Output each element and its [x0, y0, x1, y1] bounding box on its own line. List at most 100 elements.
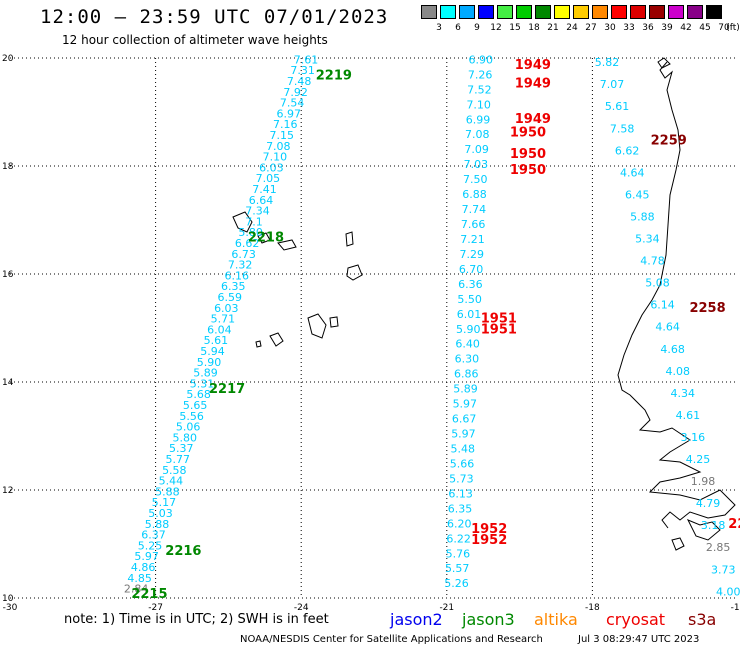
wave-height-label: 5.06	[176, 421, 201, 434]
wave-height-label: 5.65	[183, 399, 208, 412]
legend-label-39: 39	[661, 23, 673, 33]
wave-height-label: 4.08	[665, 365, 690, 378]
generated-timestamp: Jul 3 08:29:47 UTC 2023	[578, 634, 700, 645]
wave-height-label: 7.61	[294, 53, 319, 66]
wave-height-label: 7.21	[460, 233, 485, 246]
pass-time-label: 2259	[651, 133, 687, 148]
wave-height-label: 5.76	[446, 547, 471, 560]
wave-height-label: 7.34	[245, 205, 270, 218]
wave-height-label: 4.25	[686, 453, 711, 466]
mission-label-altika: altika	[534, 610, 578, 629]
legend-label-27: 27	[585, 23, 597, 33]
y-tick-label: 12	[2, 486, 13, 496]
wave-height-label: 5.58	[162, 464, 187, 477]
wave-height-label: 5.44	[159, 475, 184, 488]
page-subtitle: 12 hour collection of altimeter wave hei…	[62, 33, 328, 47]
wave-height-label: 7.05	[256, 172, 281, 185]
wave-height-label: 7.92	[283, 86, 308, 99]
pass-time-label: 2215	[131, 587, 167, 602]
wave-height-label: 7.32	[228, 259, 253, 272]
wave-height-label: 5.97	[453, 398, 478, 411]
legend-swatch-12	[478, 5, 494, 19]
wave-height-label: 6.40	[455, 338, 480, 351]
x-tick-label: -18	[585, 603, 600, 613]
pass-time-label: 22	[728, 517, 740, 532]
x-tick-label: -24	[294, 603, 309, 613]
wave-height-label: 6.64	[249, 194, 274, 207]
wave-height-label: 6.04	[207, 323, 232, 336]
cape-verde-boa-vista	[346, 264, 363, 281]
x-tick-label: -21	[439, 603, 454, 613]
wave-height-label: 5.08	[645, 277, 670, 290]
wave-height-label: 5.31	[190, 377, 215, 390]
legend-label-45: 45	[699, 23, 711, 33]
wave-height-label: 7.1	[245, 215, 263, 228]
legend-unit: (ft)	[726, 23, 740, 33]
wave-height-label: 6.03	[214, 302, 239, 315]
wave-height-label: 7.54	[280, 97, 305, 110]
legend-swatch-30	[592, 5, 608, 19]
cape-verde-maio	[329, 316, 339, 328]
legend-swatch-24	[554, 5, 570, 19]
wave-height-label: 5.26	[444, 577, 469, 590]
pass-time-label: 1949	[515, 112, 551, 127]
page-title: 12:00 – 23:59 UTC 07/01/2023	[40, 6, 389, 28]
wave-height-label: 5.56	[179, 410, 204, 423]
wave-height-label: 5.61	[204, 334, 229, 347]
wave-height-label: 6.01	[457, 308, 482, 321]
legend-label-21: 21	[547, 23, 559, 33]
y-tick-label: 20	[2, 54, 14, 64]
legend-label-24: 24	[566, 23, 578, 33]
wave-height-label: 5.57	[445, 562, 470, 575]
wave-height-label: 6.67	[452, 413, 477, 426]
legend-swatch-15	[497, 5, 513, 19]
wave-height-label: 4.00	[716, 585, 740, 598]
pass-time-label: 1951	[481, 312, 517, 327]
legend-swatch-39	[649, 5, 665, 19]
ghost-island-north	[657, 57, 671, 69]
wave-height-label: 5.50	[457, 293, 482, 306]
y-tick-label: 10	[2, 594, 14, 604]
wave-height-label: 7.07	[600, 78, 625, 91]
wave-height-label: 7.41	[252, 183, 277, 196]
wave-height-label: 4.64	[655, 321, 680, 334]
wave-height-label: 3.16	[681, 431, 706, 444]
legend-swatch-45	[687, 5, 703, 19]
wave-height-label: 2.84	[124, 583, 149, 596]
legend-label-33: 33	[623, 23, 635, 33]
wave-height-label: 5.48	[450, 443, 475, 456]
pass-time-label: 1950	[510, 163, 546, 178]
wave-height-label: 6.73	[231, 248, 256, 261]
wave-height-label: 5.73	[449, 472, 474, 485]
x-tick-label: -15	[731, 603, 740, 613]
mission-label-jason3: jason3	[462, 610, 515, 629]
pass-time-label: 1950	[510, 125, 546, 140]
wave-height-label: 6.36	[458, 278, 483, 291]
wave-height-label: 6.13	[448, 487, 473, 500]
wave-height-label: 4.61	[676, 409, 701, 422]
y-tick-label: 18	[2, 162, 14, 172]
wave-height-label: 2.85	[706, 541, 731, 554]
bissagos-island	[671, 537, 685, 551]
legend-label-12: 12	[490, 23, 502, 33]
legend-label-9: 9	[474, 23, 480, 33]
legend-label-70: 70	[718, 23, 730, 33]
wave-height-label: 6.99	[466, 113, 491, 126]
satellite-tracks: 7.617.317.487.927.546.977.167.157.087.10…	[124, 53, 740, 602]
wave-height-label: 7.15	[270, 129, 295, 142]
wave-height-label: 5.80	[238, 226, 263, 239]
mission-label-s3a: s3a	[688, 610, 717, 629]
pass-time-label: 2216	[165, 544, 201, 559]
legend-label-36: 36	[642, 23, 654, 33]
coastline	[232, 57, 736, 551]
pass-time-label: 1949	[515, 77, 551, 92]
legend-swatch-42	[668, 5, 684, 19]
wave-height-label: 6.14	[650, 299, 675, 312]
wave-height-label: 6.35	[221, 280, 246, 293]
wave-height-label: 6.90	[469, 53, 494, 66]
wave-height-label: 6.86	[454, 368, 479, 381]
wave-height-label: 6.59	[218, 291, 243, 304]
wave-height-label: 5.71	[211, 313, 236, 326]
legend-label-18: 18	[528, 23, 540, 33]
legend-label-15: 15	[509, 23, 521, 33]
